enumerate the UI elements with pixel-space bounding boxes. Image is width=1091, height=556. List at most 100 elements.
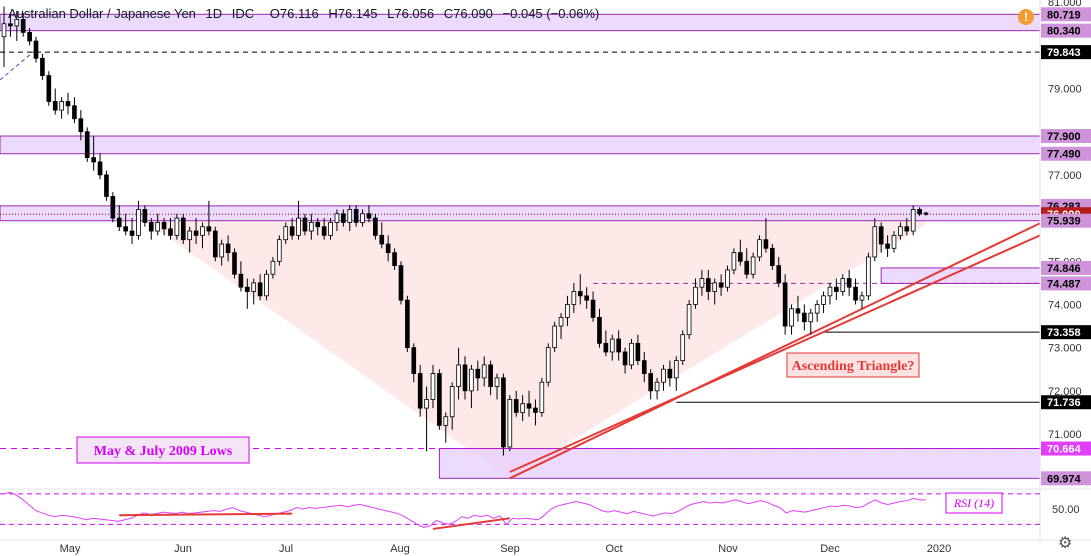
candle-body xyxy=(27,31,32,42)
candle-body xyxy=(142,209,148,223)
candle-body xyxy=(859,295,865,301)
candle-body xyxy=(898,226,903,236)
candle-body xyxy=(276,239,282,262)
ohlc-open: O76.116 xyxy=(269,6,319,21)
symbol-name[interactable]: Australian Dollar / Japanese Yen xyxy=(8,6,196,21)
candle-body xyxy=(641,360,647,374)
candle-body xyxy=(251,282,257,292)
candle-body xyxy=(264,273,269,297)
price-label-bg xyxy=(1041,395,1091,410)
candle-body xyxy=(180,217,186,241)
candle-body xyxy=(469,368,474,392)
candle-body xyxy=(174,217,180,236)
candle-body xyxy=(808,312,814,323)
price-tick-label: 74.000 xyxy=(1048,299,1082,311)
price-label-bg xyxy=(1041,213,1091,228)
candle-body xyxy=(462,364,468,392)
candle-body xyxy=(904,226,910,232)
candle-body xyxy=(731,252,737,271)
candle-body xyxy=(699,278,705,288)
candle-body xyxy=(923,212,929,215)
rsi-label-box xyxy=(945,492,1003,514)
time-tick-label: Dec xyxy=(820,543,840,555)
trendline-lower xyxy=(509,234,1041,473)
candle-body xyxy=(501,377,506,448)
candle-body xyxy=(533,407,538,413)
candle-body xyxy=(219,243,225,258)
ohlc-close: C76.090 xyxy=(443,6,493,21)
candle-body xyxy=(693,286,698,305)
candle-body xyxy=(782,282,788,327)
gear-icon[interactable]: ⚙ xyxy=(1058,535,1073,552)
candle-body xyxy=(565,304,570,318)
time-tick-label: 2020 xyxy=(927,543,951,555)
candle-body xyxy=(270,260,276,275)
candle-body xyxy=(603,342,609,353)
candle-body xyxy=(737,252,743,262)
candle-body xyxy=(834,286,839,292)
candle-body xyxy=(814,304,820,314)
candle-body xyxy=(571,291,577,305)
ohlc-low: L76.056 xyxy=(387,6,435,21)
candle-body xyxy=(629,342,634,366)
candle-body xyxy=(417,373,423,409)
candle-body xyxy=(539,381,545,413)
candle-body xyxy=(635,342,641,362)
candle-body xyxy=(661,368,666,383)
candle-body xyxy=(545,347,551,383)
candle-body xyxy=(917,209,922,215)
candle-body xyxy=(424,399,429,409)
candle-body xyxy=(148,222,154,232)
rsi-tick-label: 50.00 xyxy=(1052,504,1080,516)
candle-body xyxy=(200,226,205,236)
candle-body xyxy=(885,243,890,249)
candle-body xyxy=(405,299,410,349)
candle-body xyxy=(289,226,295,236)
candle-body xyxy=(667,368,673,379)
candle-body xyxy=(97,161,103,176)
candle-body xyxy=(526,403,532,409)
candle-body xyxy=(686,304,692,336)
candle-body xyxy=(430,373,436,400)
time-tick-label: Aug xyxy=(390,543,410,555)
candle-body xyxy=(116,217,122,228)
candle-body xyxy=(347,209,353,223)
time-tick-label: Nov xyxy=(718,543,738,555)
candle-body xyxy=(673,360,679,379)
candle-body xyxy=(212,230,218,258)
candle-body xyxy=(443,416,449,426)
candle-body xyxy=(398,265,404,301)
ohlc-high: H76.145 xyxy=(328,6,378,21)
candle-body xyxy=(616,338,621,353)
candle-body xyxy=(52,101,58,111)
candle-body xyxy=(481,364,487,379)
candle-body xyxy=(654,381,660,392)
candle-body xyxy=(104,174,109,197)
candle-body xyxy=(763,239,769,249)
price-zone xyxy=(0,135,1041,155)
candle-body xyxy=(244,286,250,292)
candle-body xyxy=(155,222,160,232)
price-label: 74.487 xyxy=(1047,278,1081,290)
candle-body xyxy=(910,209,916,232)
candle-body xyxy=(257,282,263,297)
annotation-box xyxy=(786,352,920,378)
candle-body xyxy=(558,317,564,327)
candle-body xyxy=(302,217,308,232)
candle-body xyxy=(872,226,878,258)
candle-body xyxy=(597,317,602,344)
candle-body xyxy=(129,230,135,236)
interval[interactable]: 1D xyxy=(205,6,223,21)
candle-body xyxy=(168,228,173,236)
price-label-bg xyxy=(1041,325,1091,340)
price-tick-label: 81.000 xyxy=(1048,0,1082,9)
candle-body xyxy=(136,209,141,236)
candle-body xyxy=(8,23,13,27)
time-tick-label: Oct xyxy=(605,543,622,555)
price-label: 70.664 xyxy=(1047,444,1082,456)
candle-body xyxy=(373,217,378,236)
alert-icon[interactable]: ! xyxy=(1018,9,1034,25)
candle-body xyxy=(206,226,212,232)
time-tick-label: Jun xyxy=(174,543,192,555)
